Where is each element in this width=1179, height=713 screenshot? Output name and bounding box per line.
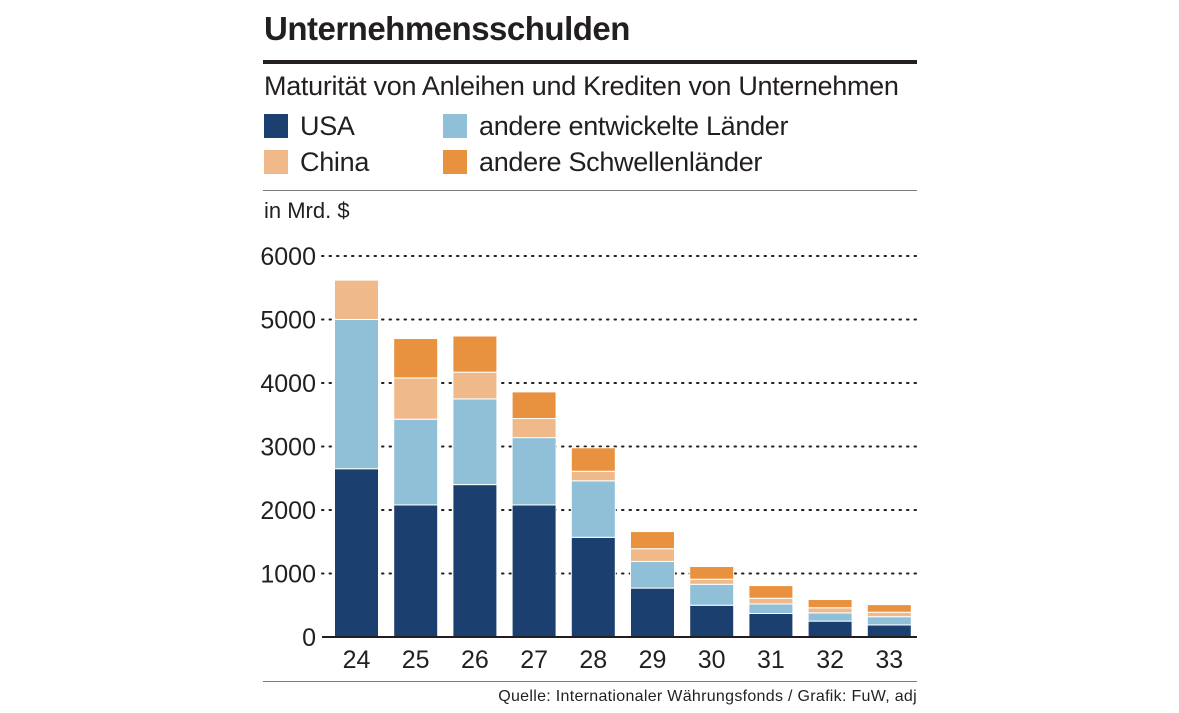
legend-label-usa: USA: [300, 110, 355, 141]
bar-segment-32-china: [807, 607, 853, 614]
legend-label-andere-entwickelte: andere entwickelte Länder: [479, 110, 789, 141]
x-tick-label-28: 28: [579, 646, 607, 674]
y-tick-label: 3000: [260, 434, 316, 462]
x-tick-label-25: 25: [402, 646, 430, 674]
bar-segment-32-usa: [807, 620, 853, 638]
x-tick-label-33: 33: [875, 646, 903, 674]
bar-segment-27-china: [511, 418, 557, 439]
x-tick-labels: 24 25 26 27 28 29 30 31 32 33: [343, 646, 904, 674]
footer-divider: [263, 681, 917, 682]
bar-segment-31-andere-schwellenl-nder: [748, 585, 794, 599]
bar-segment-31-andere-entwickelte-l-nder: [748, 603, 794, 615]
bar-segment-26-andere-entwickelte-l-nder: [452, 398, 498, 486]
bar-segment-30-andere-entwickelte-l-nder: [689, 583, 735, 606]
bar-segment-28-andere-schwellenl-nder: [570, 447, 616, 472]
bar-segment-33-andere-entwickelte-l-nder: [866, 616, 912, 626]
y-tick-label: 2000: [260, 497, 316, 525]
x-tick-label-26: 26: [461, 646, 489, 674]
legend-label-andere-schwellen: andere Schwellenländer: [479, 146, 763, 177]
x-tick-label-29: 29: [639, 646, 667, 674]
legend-item-andere-schwellen: andere Schwellenländer: [443, 147, 762, 177]
legend-swatch-usa: [264, 114, 288, 138]
y-tick-label: 4000: [260, 370, 316, 398]
legend-swatch-china: [264, 150, 288, 174]
bar-segment-24-andere-entwickelte-l-nder: [334, 319, 379, 470]
bar-segment-26-andere-schwellenl-nder: [452, 335, 498, 373]
bar-segment-29-usa: [630, 587, 675, 638]
legend-item-china: China: [264, 147, 369, 177]
bar-segment-31-usa: [748, 613, 794, 638]
legend-item-usa: USA: [264, 111, 355, 141]
bar-segment-25-andere-entwickelte-l-nder: [393, 418, 439, 506]
y-tick-label: 5000: [260, 307, 316, 335]
bar-segment-28-andere-entwickelte-l-nder: [570, 480, 616, 538]
bar-segment-24-china: [334, 279, 379, 321]
legend-divider: [263, 190, 917, 191]
bar-segment-28-usa: [570, 536, 616, 638]
bar-segment-27-andere-entwickelte-l-nder: [511, 437, 557, 506]
bar-segment-27-usa: [511, 504, 557, 638]
bar-segment-26-usa: [452, 484, 498, 638]
title-rule: [263, 60, 917, 64]
source-note: Quelle: Internationaler Währungsfonds / …: [498, 688, 917, 705]
bar-segment-31-china: [748, 597, 794, 605]
x-tick-label-27: 27: [520, 646, 548, 674]
legend-swatch-andere-schwellen: [443, 150, 467, 174]
bar-segment-29-china: [630, 548, 675, 562]
bar-segment-26-china: [452, 371, 498, 400]
bar-segment-32-andere-schwellenl-nder: [807, 599, 853, 609]
bar-segment-25-china: [393, 377, 439, 420]
bar-segment-25-usa: [393, 504, 439, 638]
bar-segment-29-andere-schwellenl-nder: [630, 531, 675, 550]
legend-item-andere-entwickelte: andere entwickelte Länder: [443, 110, 789, 141]
bar-segment-24-usa: [334, 468, 379, 638]
bar-segment-28-china: [570, 470, 616, 482]
legend-label-china: China: [300, 146, 370, 177]
y-tick-label: 0: [302, 624, 316, 652]
x-tick-label-32: 32: [816, 646, 844, 674]
bar-segment-33-usa: [866, 624, 912, 638]
bar-segment-27-andere-schwellenl-nder: [511, 391, 557, 420]
unit-label: in Mrd. $: [264, 198, 350, 223]
chart-subtitle: Maturität von Anleihen und Krediten von …: [264, 71, 899, 101]
y-tick-labels: 0 1000 2000 3000 4000 5000 6000: [260, 243, 316, 652]
bar-segment-30-china: [689, 578, 735, 585]
bar-segment-30-andere-schwellenl-nder: [689, 566, 735, 580]
y-tick-label: 1000: [260, 561, 316, 589]
bar-segment-33-china: [866, 611, 912, 618]
bars: [334, 279, 912, 638]
y-tick-label: 6000: [260, 243, 316, 271]
legend-swatch-andere-entwickelte: [443, 114, 467, 138]
x-tick-label-30: 30: [698, 646, 726, 674]
bar-segment-30-usa: [689, 604, 735, 638]
bar-segment-25-andere-schwellenl-nder: [393, 338, 439, 379]
x-tick-label-31: 31: [757, 646, 785, 674]
bar-segment-32-andere-entwickelte-l-nder: [807, 612, 853, 622]
x-tick-label-24: 24: [343, 646, 371, 674]
chart-title: Unternehmensschulden: [264, 10, 630, 47]
bar-segment-29-andere-entwickelte-l-nder: [630, 560, 675, 589]
bar-segment-33-andere-schwellenl-nder: [866, 604, 912, 613]
